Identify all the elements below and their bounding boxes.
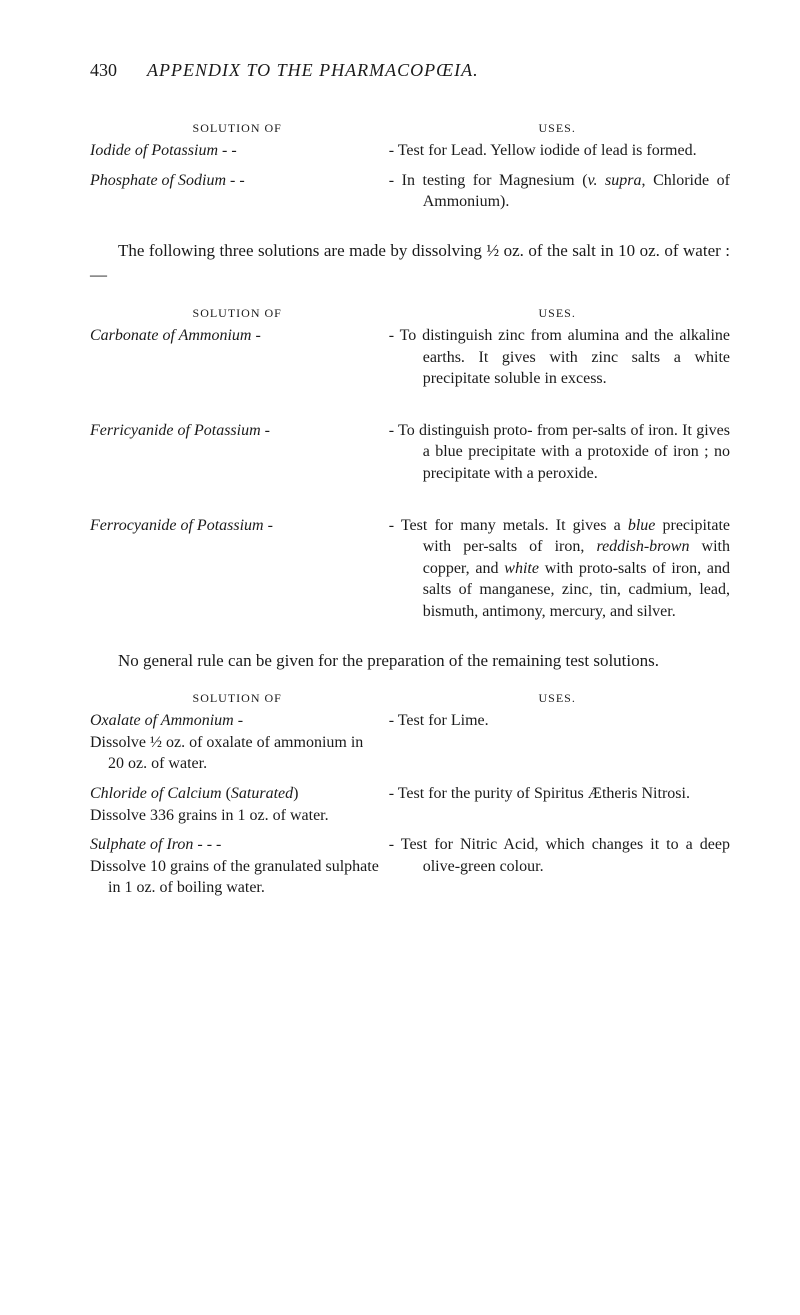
entry-iodide-potassium: Iodide of Potassium - - - Test for Lead.… [90,140,730,162]
use: - Test for Nitric Acid, which changes it… [389,834,730,899]
column-headings: SOLUTION OF USES. [90,121,730,136]
term: Phosphate of Sodium - - [90,170,389,213]
entry-sulphate-iron: Sulphate of Iron - - - Dissolve 10 grain… [90,834,730,899]
use-text: - Test for many metals. It gives a blue … [389,515,730,623]
use-text: - To distinguish zinc from alumina and t… [389,325,730,390]
use-text: - Test for Lime. [389,710,730,732]
use: - Test for Lime. [389,710,730,775]
running-title: APPENDIX TO THE PHARMACOPŒIA. [147,60,479,81]
dissolve-text: Dissolve 336 grains in 1 oz. of water. [90,805,381,827]
dissolve-text: Dissolve 10 grains of the granulated sul… [90,856,381,899]
use: - To distinguish zinc from alumina and t… [389,325,730,390]
column-headings-2: SOLUTION OF USES. [90,306,730,321]
term: Oxalate of Ammonium - Dissolve ½ oz. of … [90,710,389,775]
term: Ferrocyanide of Potassium - [90,515,389,623]
term-text: Chloride of Calcium (Saturated) [90,785,298,802]
col-head-solution: SOLUTION OF [90,306,384,321]
use-text: - Test for Lead. Yellow iodide of lead i… [389,140,730,162]
term: Chloride of Calcium (Saturated) Dissolve… [90,783,389,826]
body-para-1: The following three solutions are made b… [90,239,730,288]
term: Sulphate of Iron - - - Dissolve 10 grain… [90,834,389,899]
col-head-uses: USES. [384,306,730,321]
col-head-solution: SOLUTION OF [90,691,384,706]
col-head-solution: SOLUTION OF [90,121,384,136]
use: - In testing for Magnesium (v. supra, Ch… [389,170,730,213]
entry-oxalate-ammonium: Oxalate of Ammonium - Dissolve ½ oz. of … [90,710,730,775]
use: - Test for the purity of Spiritus Ætheri… [389,783,730,826]
use-text: - Test for Nitric Acid, which changes it… [389,834,730,877]
entry-chloride-calcium: Chloride of Calcium (Saturated) Dissolve… [90,783,730,826]
col-head-uses: USES. [384,121,730,136]
running-head: 430 APPENDIX TO THE PHARMACOPŒIA. [90,60,730,81]
body-para-2: No general rule can be given for the pre… [90,649,730,674]
term-text: Oxalate of Ammonium - [90,712,243,729]
term-text: Sulphate of Iron - - - [90,836,221,853]
term: Ferricyanide of Potassium - [90,420,389,485]
page: 430 APPENDIX TO THE PHARMACOPŒIA. SOLUTI… [0,0,800,1315]
entry-carbonate-ammonium: Carbonate of Ammonium - - To distinguish… [90,325,730,390]
column-headings-3: SOLUTION OF USES. [90,691,730,706]
entry-phosphate-sodium: Phosphate of Sodium - - - In testing for… [90,170,730,213]
use: - Test for Lead. Yellow iodide of lead i… [389,140,730,162]
use: - To distinguish proto- from per-salts o… [389,420,730,485]
use-text: - To distinguish proto- from per-salts o… [389,420,730,485]
term: Iodide of Potassium - - [90,140,389,162]
entry-ferricyanide-potassium: Ferricyanide of Potassium - - To disting… [90,420,730,485]
entry-ferrocyanide-potassium: Ferrocyanide of Potassium - - Test for m… [90,515,730,623]
use-text: - Test for the purity of Spiritus Ætheri… [389,783,730,805]
col-head-uses: USES. [384,691,730,706]
use: - Test for many metals. It gives a blue … [389,515,730,623]
dissolve-text: Dissolve ½ oz. of oxalate of ammonium in… [90,732,381,775]
use-text: - In testing for Magnesium (v. supra, Ch… [389,170,730,213]
page-number: 430 [90,60,117,81]
term: Carbonate of Ammonium - [90,325,389,390]
